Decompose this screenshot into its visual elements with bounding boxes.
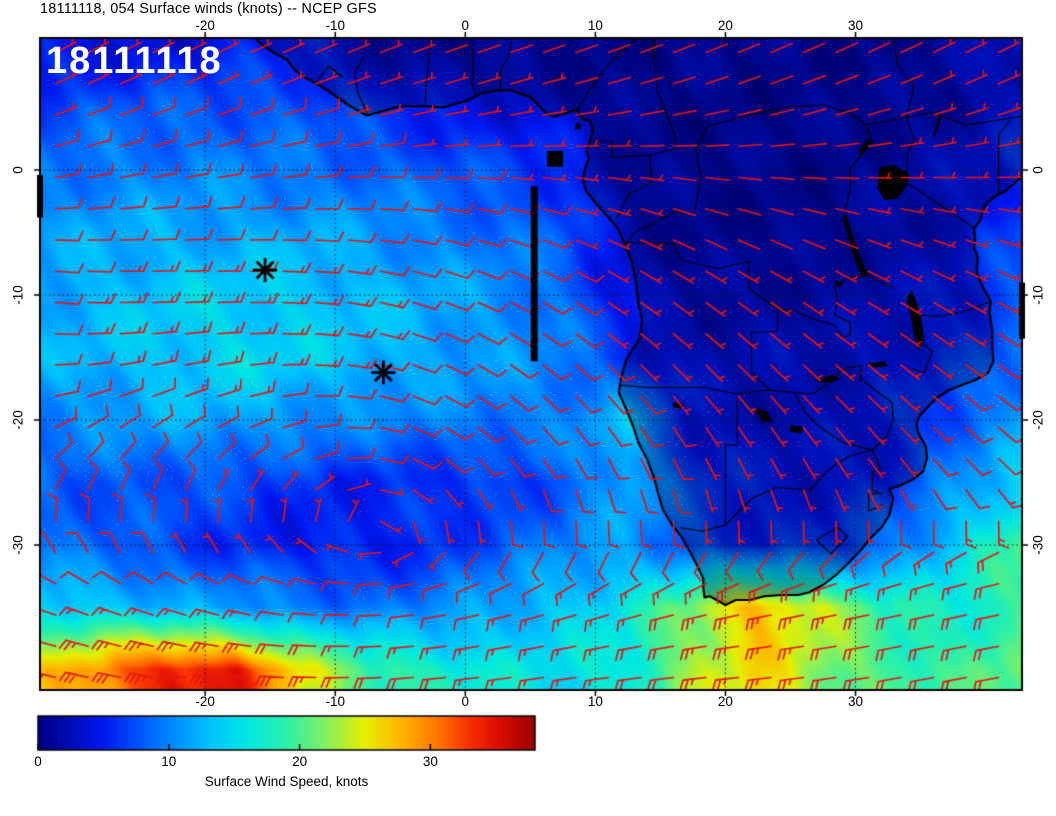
lon-axis-label-bottom: 10	[587, 694, 603, 709]
lon-axis-label-bottom: -10	[325, 694, 346, 709]
lat-axis-label-right: 0	[1030, 166, 1046, 174]
lon-axis-label-top: -20	[195, 18, 215, 33]
lat-axis-label-right: -30	[1030, 535, 1046, 555]
plot-title: 18111118, 054 Surface winds (knots) -- N…	[40, 1, 377, 17]
colorbar-tick-label: 30	[422, 754, 438, 769]
run-timestamp-overlay: 18111118	[46, 40, 223, 82]
lon-axis-label-bottom: 20	[717, 694, 733, 709]
lon-axis-label-top: 30	[847, 18, 864, 33]
lat-axis-label-right: -10	[1030, 285, 1046, 305]
colorbar-tick-label: 0	[34, 754, 42, 769]
lat-axis-label-left: -20	[10, 410, 26, 430]
colorbar-tick-label: 10	[161, 754, 177, 769]
lon-axis-label-bottom: 30	[847, 694, 864, 709]
lon-axis-label-top: -10	[325, 18, 346, 33]
colorbar-caption: Surface Wind Speed, knots	[204, 774, 369, 789]
lon-axis-label-top: 10	[587, 18, 603, 33]
lon-axis-label-bottom: -20	[195, 694, 215, 709]
lat-axis-label-left: -30	[10, 535, 26, 555]
lon-axis-label-top: 0	[461, 18, 470, 33]
lat-axis-label-left: -10	[10, 285, 26, 305]
lat-axis-label-right: -20	[1030, 410, 1046, 430]
colorbar-tick-label: 20	[292, 754, 308, 769]
lat-axis-label-left: 0	[10, 166, 26, 174]
lon-axis-label-top: 20	[717, 18, 733, 33]
lon-axis-label-bottom: 0	[461, 694, 470, 709]
